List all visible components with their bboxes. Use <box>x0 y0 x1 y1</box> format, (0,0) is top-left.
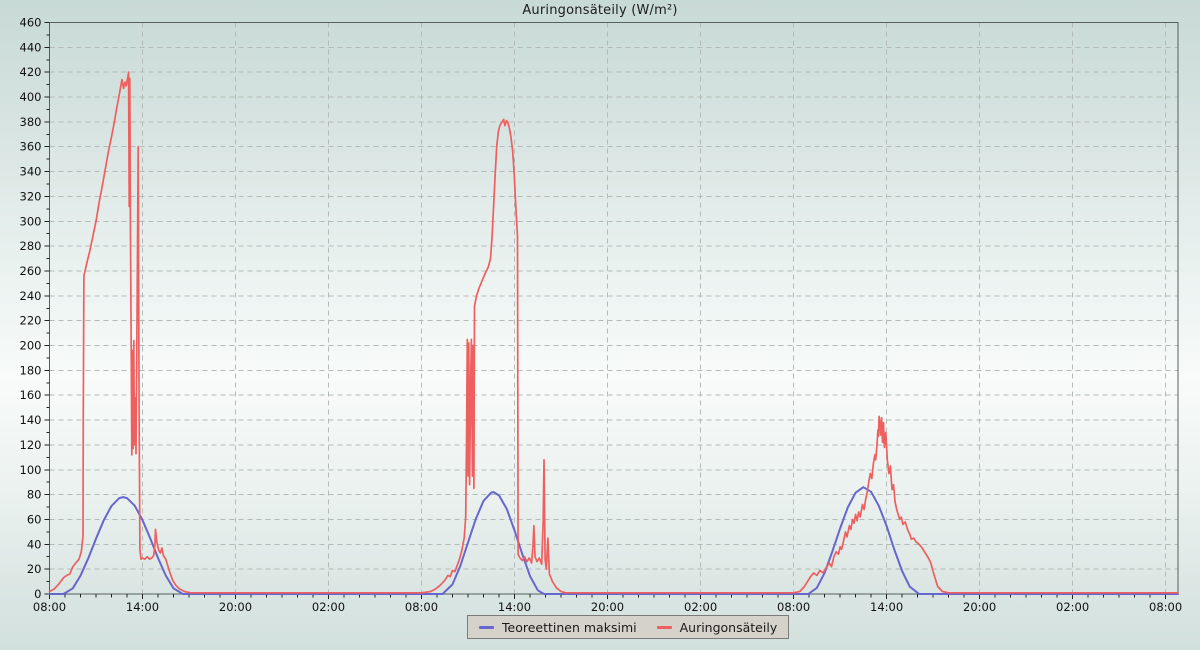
svg-text:180: 180 <box>20 363 42 377</box>
svg-text:08:00: 08:00 <box>33 600 66 614</box>
legend-item-solar-radiation: Auringonsäteily <box>656 619 778 635</box>
svg-text:200: 200 <box>20 339 42 353</box>
svg-text:60: 60 <box>27 513 42 527</box>
svg-text:120: 120 <box>20 438 42 452</box>
chart-title: Auringonsäteily (W/m²) <box>522 3 678 18</box>
svg-text:02:00: 02:00 <box>1056 600 1089 614</box>
svg-text:14:00: 14:00 <box>498 600 531 614</box>
svg-text:02:00: 02:00 <box>684 600 717 614</box>
svg-text:160: 160 <box>20 388 42 402</box>
solar-radiation-line-swatch-icon <box>656 625 672 629</box>
svg-text:80: 80 <box>27 488 42 502</box>
svg-text:420: 420 <box>20 65 42 79</box>
svg-text:140: 140 <box>20 413 42 427</box>
chart-legend: Teoreettinen maksimi Auringonsäteily <box>467 615 790 639</box>
svg-text:240: 240 <box>20 289 42 303</box>
svg-text:280: 280 <box>20 239 42 253</box>
svg-text:40: 40 <box>27 537 42 551</box>
svg-text:20:00: 20:00 <box>591 600 624 614</box>
svg-text:0: 0 <box>34 587 41 601</box>
legend-label-solar-radiation: Auringonsäteily <box>679 619 778 635</box>
svg-text:20:00: 20:00 <box>963 600 996 614</box>
theoretical-max-line-swatch-icon <box>479 625 494 629</box>
svg-text:20:00: 20:00 <box>219 600 252 614</box>
svg-text:260: 260 <box>20 264 42 278</box>
svg-text:02:00: 02:00 <box>312 600 345 614</box>
svg-text:380: 380 <box>20 115 42 129</box>
svg-text:460: 460 <box>20 16 42 30</box>
svg-text:360: 360 <box>20 140 42 154</box>
svg-text:220: 220 <box>20 314 42 328</box>
svg-text:08:00: 08:00 <box>1149 600 1182 614</box>
svg-text:14:00: 14:00 <box>126 600 159 614</box>
legend-item-theoretical-max: Teoreettinen maksimi <box>479 620 637 635</box>
svg-text:300: 300 <box>20 214 42 228</box>
svg-text:400: 400 <box>20 90 42 104</box>
svg-text:100: 100 <box>20 463 42 477</box>
legend-label-theoretical-max: Teoreettinen maksimi <box>502 619 637 635</box>
svg-text:340: 340 <box>20 165 42 179</box>
svg-text:440: 440 <box>20 40 42 54</box>
svg-text:320: 320 <box>20 189 42 203</box>
svg-text:14:00: 14:00 <box>870 600 903 614</box>
svg-text:20: 20 <box>27 562 42 576</box>
svg-text:08:00: 08:00 <box>405 600 438 614</box>
svg-text:08:00: 08:00 <box>777 600 810 614</box>
